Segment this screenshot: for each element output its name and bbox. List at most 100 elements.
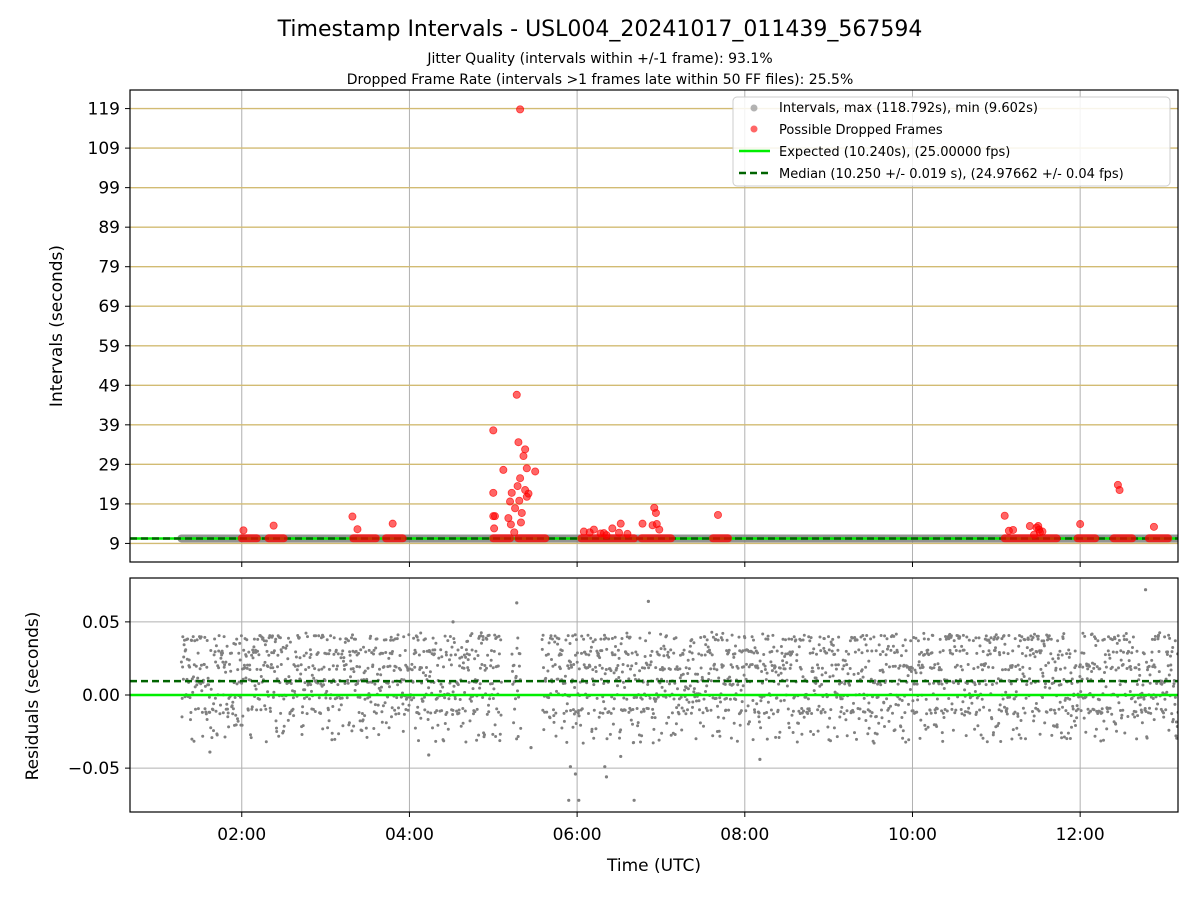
residual-point (1169, 663, 1173, 667)
residual-point (960, 644, 964, 648)
residuals-y-tick-label: 0.00 (82, 686, 120, 706)
residual-point (1011, 728, 1015, 732)
residual-point (864, 719, 868, 722)
residual-point (594, 670, 598, 673)
residual-point (1014, 690, 1018, 694)
residual-point (863, 710, 867, 714)
residual-point (916, 639, 920, 643)
residual-point (1082, 651, 1086, 655)
residual-point (211, 708, 215, 712)
residual-point (1042, 644, 1046, 648)
chart-subtitle-dropped: Dropped Frame Rate (intervals >1 frames … (347, 72, 854, 88)
residual-point (590, 730, 594, 733)
residual-point (287, 675, 291, 679)
residual-point (297, 636, 301, 640)
residual-point (1036, 637, 1040, 641)
residual-point (1055, 723, 1059, 727)
residual-point (193, 639, 197, 643)
residual-point (224, 660, 228, 664)
residual-point (658, 668, 662, 671)
residual-point (1102, 637, 1106, 641)
residual-point (777, 736, 781, 739)
residual-point (591, 668, 595, 672)
residual-point (271, 634, 274, 638)
residual-point (1168, 636, 1172, 640)
residual-point (366, 666, 370, 670)
intervals-y-tick-label: 59 (98, 337, 120, 357)
residual-point (562, 711, 566, 715)
residual-point (546, 669, 550, 673)
residual-point (389, 635, 393, 639)
residual-point (205, 665, 209, 669)
dropped-frame-point (239, 526, 248, 535)
residual-point (950, 702, 954, 706)
residual-point (853, 731, 856, 735)
residual-point (1115, 641, 1119, 645)
residual-point (901, 644, 905, 648)
residual-point (448, 658, 451, 662)
residual-point (844, 718, 848, 722)
residual-point (562, 719, 566, 723)
residual-point (1032, 719, 1036, 723)
residual-point (930, 651, 934, 655)
residual-point (228, 662, 231, 666)
residual-point (350, 729, 354, 733)
residual-point (462, 666, 466, 670)
residual-point (779, 699, 783, 703)
residual-point (837, 635, 841, 639)
residual-point (575, 638, 578, 642)
residual-point (396, 633, 400, 637)
residual-point (998, 653, 1002, 657)
residual-point (470, 648, 474, 652)
residual-point (817, 704, 821, 708)
residual-point (945, 709, 949, 713)
residual-point (1096, 639, 1100, 643)
residual-point (681, 672, 685, 676)
residual-outlier-point (646, 599, 650, 604)
residual-point (448, 635, 452, 638)
residual-point (613, 653, 617, 657)
residual-point (997, 651, 1001, 654)
residual-point (688, 684, 692, 688)
residual-point (625, 631, 629, 635)
residual-point (605, 737, 609, 741)
residual-point (230, 651, 233, 655)
residual-point (325, 689, 329, 693)
residual-point (700, 675, 704, 679)
residual-point (492, 687, 496, 691)
residual-point (356, 682, 360, 685)
residual-point (1174, 734, 1178, 738)
residual-point (358, 665, 362, 669)
residual-point (827, 648, 831, 652)
residual-point (924, 697, 928, 701)
residual-point (654, 697, 658, 701)
residual-point (1134, 710, 1138, 714)
residual-point (947, 697, 951, 700)
residual-point (1083, 634, 1087, 638)
intervals-y-tick-label: 89 (98, 218, 120, 238)
residual-point (357, 651, 361, 655)
residual-point (227, 725, 231, 729)
residual-point (705, 709, 709, 713)
residual-point (944, 637, 948, 641)
residual-point (302, 696, 306, 700)
residual-point (219, 656, 223, 660)
residual-point (877, 721, 881, 725)
residual-point (609, 669, 613, 673)
dropped-frame-point (524, 489, 533, 498)
residual-point (722, 716, 726, 720)
residual-point (996, 677, 1000, 681)
residual-point (405, 696, 409, 700)
residual-point (617, 656, 621, 660)
residual-point (1067, 655, 1071, 659)
residual-point (914, 636, 918, 640)
residual-point (431, 726, 434, 730)
residual-point (422, 650, 426, 653)
residual-point (938, 650, 942, 654)
residual-point (888, 665, 891, 669)
residual-point (914, 671, 918, 675)
residual-point (269, 710, 272, 713)
residual-point (691, 657, 695, 661)
residual-point (1053, 711, 1057, 715)
residual-point (702, 724, 705, 728)
